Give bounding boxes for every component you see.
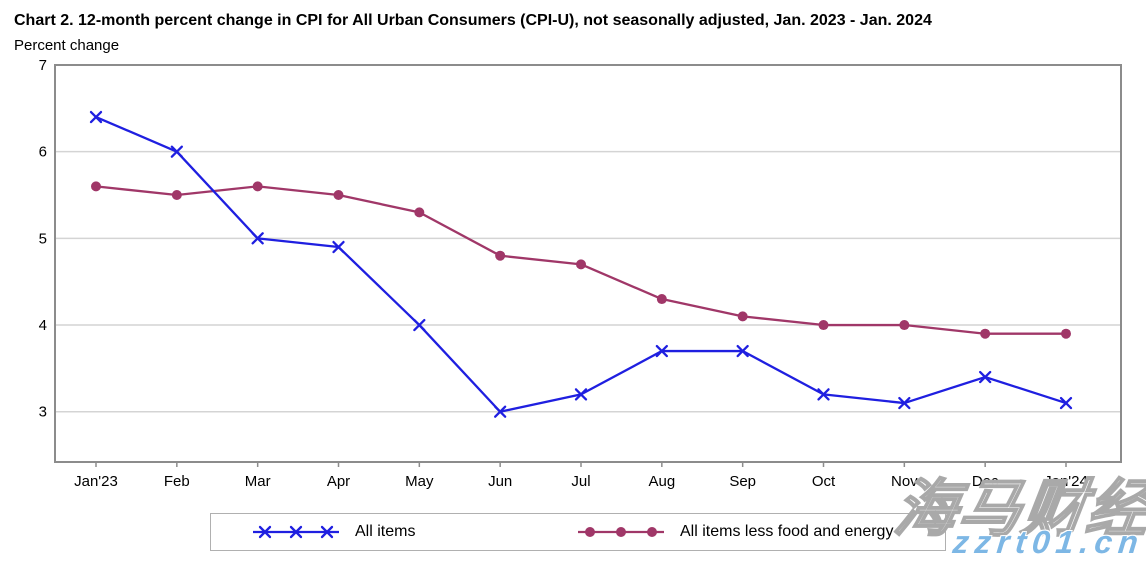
legend-label-core: All items less food and energy [680, 523, 894, 540]
svg-text:Dec: Dec [972, 473, 999, 490]
svg-text:Jun: Jun [488, 473, 512, 490]
legend-sample-core-icon [578, 527, 664, 537]
svg-text:7: 7 [39, 57, 47, 74]
svg-text:Jul: Jul [571, 473, 590, 490]
svg-text:Oct: Oct [812, 473, 836, 490]
chart-legend: All items All items less food and energy [210, 513, 946, 551]
svg-text:5: 5 [39, 230, 47, 247]
chart-canvas: 3 4 5 6 7 Jan'23 Feb Mar Apr May Jun Jul Aug Sep Oct No… [39, 57, 1122, 490]
svg-text:Aug: Aug [648, 473, 675, 490]
chart-title: Chart 2. 12-month percent change in CPI … [14, 12, 932, 29]
legend-item-core: All items less food and energy [576, 514, 893, 550]
svg-text:Jan'23: Jan'23 [74, 473, 118, 490]
svg-text:Mar: Mar [245, 473, 271, 490]
svg-text:Sep: Sep [729, 473, 756, 490]
y-axis-unit-label: Percent change [14, 37, 120, 54]
watermark-url-text: zzrt01.cn [951, 524, 1146, 560]
svg-text:Apr: Apr [327, 473, 350, 490]
svg-text:May: May [405, 473, 434, 490]
legend-item-all-items: All items [251, 514, 415, 550]
svg-text:4: 4 [39, 317, 47, 334]
svg-text:Feb: Feb [164, 473, 190, 490]
svg-text:Nov: Nov [891, 473, 918, 490]
legend-label-all-items: All items [355, 523, 416, 540]
legend-sample-all-items-icon [253, 525, 339, 539]
svg-text:3: 3 [39, 404, 47, 421]
svg-text:Jan'24: Jan'24 [1044, 473, 1088, 490]
svg-text:6: 6 [39, 144, 47, 161]
